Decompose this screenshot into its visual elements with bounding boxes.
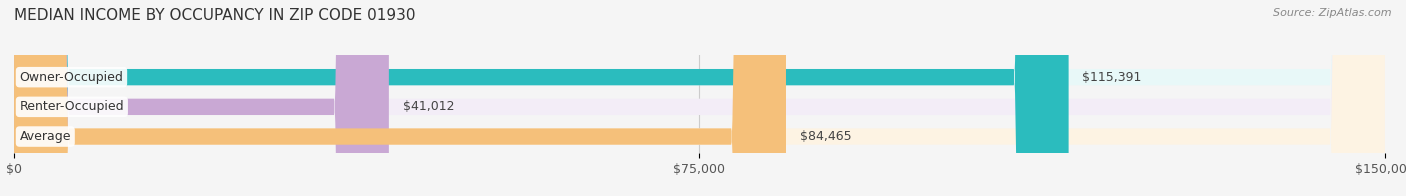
Text: Average: Average: [20, 130, 72, 143]
FancyBboxPatch shape: [14, 0, 389, 196]
Text: $84,465: $84,465: [800, 130, 851, 143]
Text: $41,012: $41,012: [402, 100, 454, 113]
Text: $115,391: $115,391: [1083, 71, 1142, 84]
Text: MEDIAN INCOME BY OCCUPANCY IN ZIP CODE 01930: MEDIAN INCOME BY OCCUPANCY IN ZIP CODE 0…: [14, 8, 416, 23]
Text: Owner-Occupied: Owner-Occupied: [20, 71, 124, 84]
FancyBboxPatch shape: [14, 0, 1069, 196]
FancyBboxPatch shape: [14, 0, 1385, 196]
Text: Source: ZipAtlas.com: Source: ZipAtlas.com: [1274, 8, 1392, 18]
FancyBboxPatch shape: [14, 0, 1385, 196]
FancyBboxPatch shape: [14, 0, 1385, 196]
FancyBboxPatch shape: [14, 0, 786, 196]
Text: Renter-Occupied: Renter-Occupied: [20, 100, 124, 113]
